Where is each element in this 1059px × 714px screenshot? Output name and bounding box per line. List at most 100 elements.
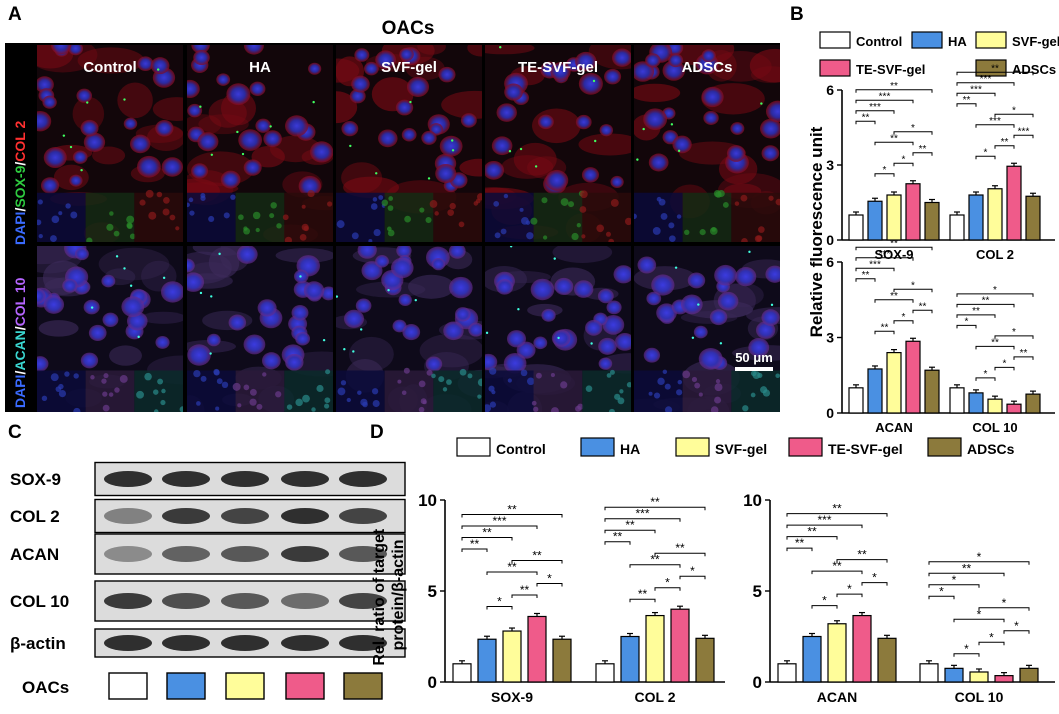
western-blot: SOX-9 COL 2 ACAN COL 10 β-actin OACs bbox=[10, 461, 406, 700]
significance-bracket bbox=[1003, 630, 1030, 634]
bar bbox=[968, 392, 984, 414]
significance-label: *** bbox=[989, 116, 1001, 127]
significance-label: ** bbox=[991, 63, 999, 74]
significance-label: * bbox=[902, 312, 906, 323]
significance-bracket bbox=[953, 653, 980, 657]
bar bbox=[949, 387, 965, 414]
bar bbox=[924, 201, 940, 241]
blot-lane-swatch bbox=[225, 672, 265, 700]
significance-bracket bbox=[654, 587, 681, 591]
significance-label: ** bbox=[520, 583, 530, 597]
significance-bracket bbox=[786, 547, 813, 552]
row2-channel-label: DAPI/ACAN/COL 10 bbox=[12, 277, 28, 408]
significance-bracket bbox=[604, 541, 631, 545]
blot-band bbox=[162, 471, 210, 487]
micro-tile bbox=[336, 246, 482, 412]
significance-label: *** bbox=[635, 507, 649, 521]
significance-bracket bbox=[975, 377, 996, 381]
significance-bracket bbox=[855, 99, 914, 104]
significance-label: * bbox=[822, 594, 827, 608]
blot-band bbox=[339, 546, 387, 562]
significance-bracket bbox=[975, 124, 1015, 128]
significance-label: *** bbox=[869, 102, 881, 113]
significance-bracket bbox=[855, 246, 933, 251]
bar bbox=[852, 614, 872, 683]
significance-bracket bbox=[956, 324, 977, 329]
bar bbox=[552, 638, 572, 683]
significance-bracket bbox=[1013, 356, 1034, 360]
blot-band bbox=[104, 635, 152, 651]
row2-sep2: / bbox=[12, 326, 28, 330]
significance-label: ** bbox=[881, 322, 889, 333]
micro-tile bbox=[37, 246, 183, 412]
panel-label-d: D bbox=[370, 422, 384, 443]
significance-label: * bbox=[977, 550, 982, 564]
significance-bracket bbox=[811, 570, 863, 575]
significance-label: * bbox=[977, 607, 982, 621]
legend-label: Control bbox=[496, 441, 546, 457]
significance-label: ** bbox=[919, 144, 927, 155]
blot-band bbox=[162, 508, 210, 524]
significance-label: ** bbox=[890, 291, 898, 302]
panel-label-b: B bbox=[790, 4, 804, 25]
legend-label: HA bbox=[948, 34, 967, 49]
significance-label: * bbox=[911, 280, 915, 291]
significance-bracket bbox=[1013, 134, 1034, 139]
micro-tile bbox=[634, 246, 780, 412]
significance-label: ** bbox=[857, 548, 867, 562]
blot-band bbox=[339, 593, 387, 609]
bar bbox=[919, 663, 939, 683]
significance-bracket bbox=[786, 513, 888, 517]
micro-tile bbox=[187, 246, 333, 412]
significance-label: ** bbox=[532, 548, 542, 562]
bar bbox=[802, 635, 822, 683]
blot-band bbox=[281, 593, 329, 609]
significance-bracket bbox=[928, 572, 1005, 577]
significance-label: ** bbox=[650, 553, 660, 567]
scale-bar bbox=[735, 367, 773, 371]
significance-label: * bbox=[547, 571, 552, 585]
y-tick-label: 0 bbox=[826, 232, 834, 248]
significance-label: *** bbox=[1018, 126, 1030, 137]
significance-label: ** bbox=[962, 561, 972, 575]
significance-bracket bbox=[811, 605, 838, 609]
blot-band bbox=[339, 508, 387, 524]
category-label: ACAN bbox=[817, 689, 857, 705]
legend-swatch bbox=[788, 437, 823, 457]
bar bbox=[670, 608, 690, 683]
blot-band bbox=[104, 593, 152, 609]
significance-label: ** bbox=[832, 559, 842, 573]
blot-band bbox=[221, 635, 269, 651]
chart-b-ylabel: Relative fluorescence unit bbox=[807, 126, 826, 337]
significance-bracket bbox=[874, 330, 895, 335]
significance-bracket bbox=[629, 598, 656, 603]
bar bbox=[620, 635, 640, 683]
bar bbox=[944, 667, 964, 683]
significance-label: * bbox=[872, 571, 877, 585]
blot-lane-swatch bbox=[166, 672, 206, 700]
significance-bracket bbox=[604, 506, 706, 511]
significance-label: * bbox=[847, 582, 852, 596]
significance-label: ** bbox=[991, 337, 999, 348]
bar bbox=[924, 369, 940, 414]
legend-swatch bbox=[456, 437, 491, 457]
bar bbox=[502, 630, 522, 683]
legend-label: TE-SVF-gel bbox=[856, 62, 925, 77]
y-tick-label: 3 bbox=[826, 157, 834, 173]
significance-label: ** bbox=[1020, 348, 1028, 359]
bar bbox=[1025, 195, 1041, 241]
row2-dapi-label: DAPI bbox=[12, 375, 28, 408]
row1-sep2: / bbox=[12, 162, 28, 166]
blot-band bbox=[281, 635, 329, 651]
significance-bracket bbox=[975, 345, 1015, 350]
significance-bracket bbox=[855, 257, 914, 261]
bar bbox=[695, 637, 715, 683]
significance-label: * bbox=[911, 123, 915, 134]
legend-swatch bbox=[975, 31, 1007, 49]
significance-bracket bbox=[978, 641, 1005, 646]
legend-label: Control bbox=[856, 34, 902, 49]
significance-bracket bbox=[604, 529, 656, 534]
category-label: COL 2 bbox=[635, 689, 676, 705]
blot-band bbox=[221, 508, 269, 524]
